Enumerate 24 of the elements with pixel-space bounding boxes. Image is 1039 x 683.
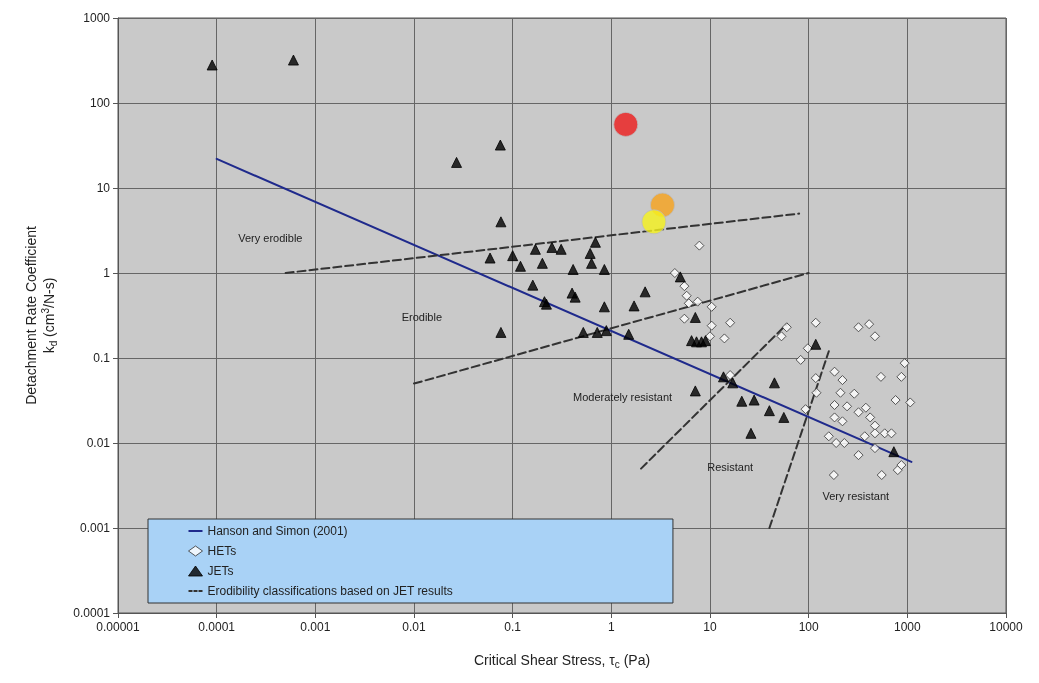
y-tick-label: 100 [89, 96, 111, 110]
x-tick-label: 10000 [989, 620, 1024, 634]
legend-label: Hanson and Simon (2001) [207, 524, 348, 538]
x-tick-label: 100 [798, 620, 819, 634]
y-tick-label: 1000 [83, 11, 111, 25]
x-tick-label: 10 [703, 620, 717, 634]
x-tick-label: 0.0001 [198, 620, 236, 634]
y-tick-label: 10 [96, 181, 111, 195]
legend-label: JETs [207, 564, 234, 578]
y-tick-label: 0.001 [79, 521, 111, 535]
x-tick-label: 0.00001 [96, 620, 141, 634]
x-tick-label: 0.001 [300, 620, 331, 634]
x-tick-label: 1 [607, 620, 615, 634]
annotation: Very erodible [238, 231, 303, 244]
x-tick-label: 0.01 [402, 620, 426, 634]
annotation: Very resistant [822, 489, 890, 502]
legend-label: Erodibility classifications based on JET results [207, 584, 453, 598]
y-tick-label: 1 [103, 266, 111, 280]
x-tick-label: 0.1 [504, 620, 522, 634]
x-tick-label: 1000 [893, 620, 921, 634]
y-tick-label: 0.01 [86, 436, 111, 450]
y-tick-label: 0.0001 [73, 606, 111, 620]
y-tick-label: 0.1 [93, 351, 111, 365]
legend-label: HETs [207, 544, 237, 558]
